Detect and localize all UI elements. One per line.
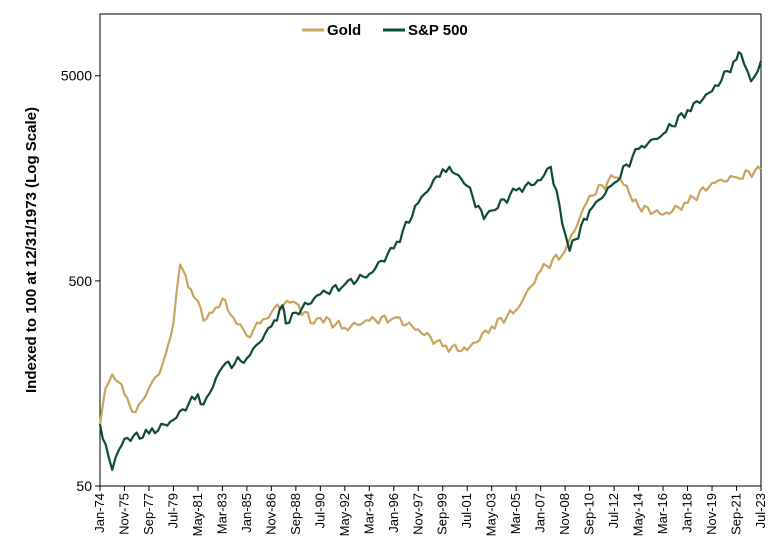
plot-frame bbox=[99, 13, 762, 487]
x-tick-label: Nov-97 bbox=[410, 493, 425, 535]
x-tick-label: Nov-86 bbox=[263, 493, 278, 535]
x-tick-label: Jan-96 bbox=[386, 493, 401, 533]
legend-label: Gold bbox=[327, 22, 361, 39]
x-axis: Jan-74 Nov-75 Sep-77 Jul-79 May-81 Mar-83 Jan-… bbox=[92, 486, 768, 536]
x-tick-label: May-81 bbox=[190, 493, 205, 536]
y-tick-label: 500 bbox=[69, 273, 93, 289]
x-tick-label: Jan-85 bbox=[239, 493, 254, 533]
series-line-s-p-500 bbox=[98, 51, 763, 471]
x-tick-label: Mar-05 bbox=[508, 493, 523, 534]
x-tick-label: Sep-77 bbox=[141, 493, 156, 535]
x-tick-label: Sep-10 bbox=[582, 493, 597, 535]
x-tick-label: Nov-08 bbox=[557, 493, 572, 535]
legend-label: S&P 500 bbox=[408, 22, 468, 39]
y-tick-label: 50 bbox=[76, 478, 92, 494]
x-tick-label: Jul-90 bbox=[312, 493, 327, 528]
x-tick-label: Sep-21 bbox=[729, 493, 744, 535]
legend: Gold S&P 500 bbox=[302, 22, 468, 39]
x-tick-label: Mar-94 bbox=[361, 493, 376, 534]
y-tick-label: 5000 bbox=[61, 68, 92, 84]
x-tick-label: Nov-19 bbox=[704, 493, 719, 535]
x-tick-label: Jul-79 bbox=[165, 493, 180, 528]
x-tick-label: Jan-74 bbox=[92, 493, 107, 533]
x-tick-label: Sep-88 bbox=[288, 493, 303, 535]
x-tick-label: Jul-12 bbox=[606, 493, 621, 528]
x-tick-label: Jan-07 bbox=[533, 493, 548, 533]
x-tick-label: May-03 bbox=[484, 493, 499, 536]
x-tick-label: Mar-16 bbox=[655, 493, 670, 534]
x-tick-label: Nov-75 bbox=[116, 493, 131, 535]
series-line-gold bbox=[98, 165, 762, 425]
x-tick-label: May-92 bbox=[337, 493, 352, 536]
y-axis: 50 500 5000 bbox=[61, 68, 100, 494]
x-tick-label: Jul-23 bbox=[753, 493, 768, 528]
series-layer bbox=[98, 51, 763, 471]
x-tick-label: Sep-99 bbox=[435, 493, 450, 535]
x-tick-label: Mar-83 bbox=[214, 493, 229, 534]
x-tick-label: Jul-01 bbox=[459, 493, 474, 528]
x-tick-label: Jan-18 bbox=[680, 493, 695, 533]
x-tick-label: May-14 bbox=[631, 493, 646, 536]
y-axis-title: Indexed to 100 at 12/31/1973 (Log Scale) bbox=[23, 107, 40, 393]
